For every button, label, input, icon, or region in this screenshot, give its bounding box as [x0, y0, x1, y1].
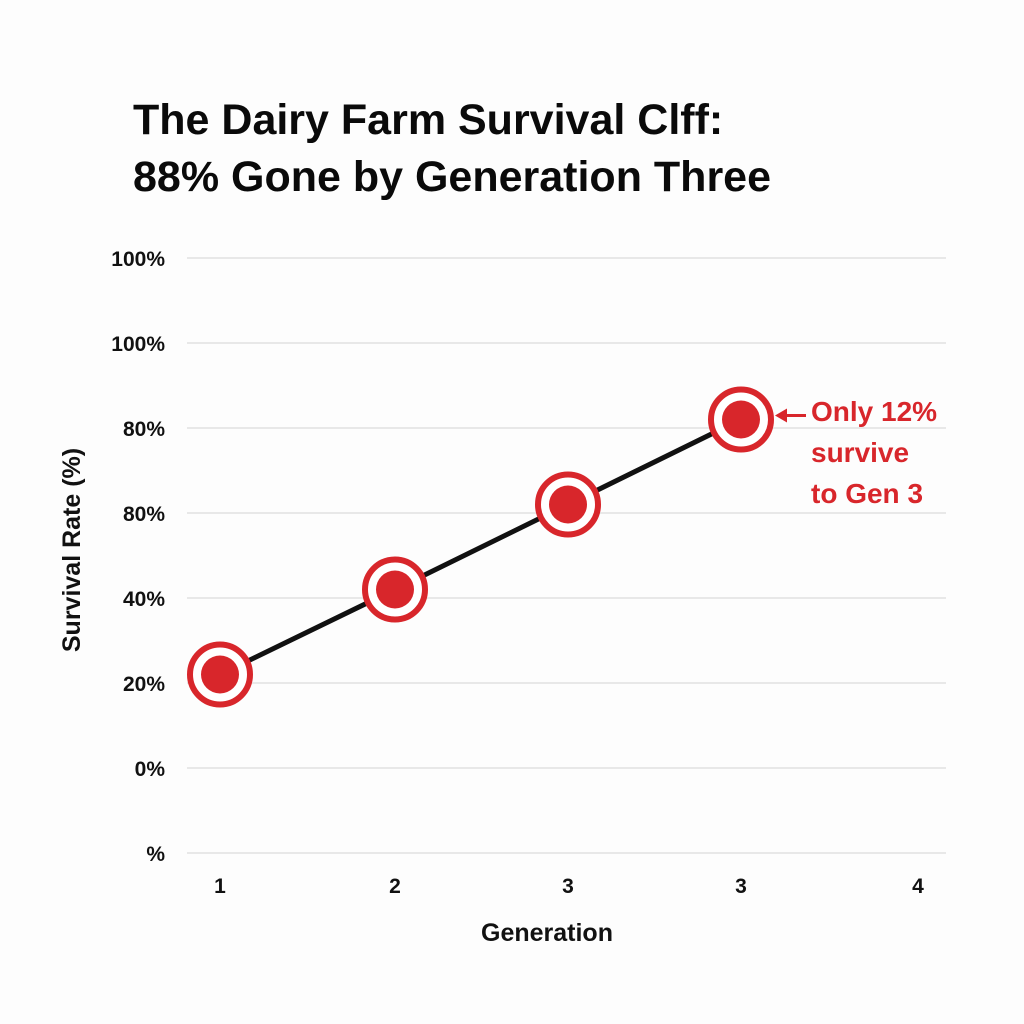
x-tick-label: 2: [389, 875, 401, 898]
annotation-text: to Gen 3: [811, 478, 923, 509]
chart-title-line-1: The Dairy Farm Survival Clff:: [133, 96, 724, 144]
x-tick-label: 1: [214, 875, 226, 898]
x-tick-label: 3: [735, 875, 747, 898]
data-point: [362, 556, 428, 623]
y-tick-label: %: [146, 843, 165, 866]
data-point: [535, 471, 601, 538]
arrowhead-icon: [775, 408, 787, 423]
data-point: [708, 386, 774, 453]
data-point-marker: [549, 485, 587, 524]
y-tick-label: 80%: [123, 418, 165, 441]
y-tick-label: 80%: [123, 503, 165, 526]
y-tick-label: 100%: [111, 333, 165, 356]
x-tick-label: 3: [562, 875, 574, 898]
x-axis-label: Generation: [481, 919, 613, 947]
annotation-text: survive: [811, 437, 909, 468]
data-point-marker: [722, 400, 760, 439]
y-tick-label: 100%: [111, 248, 165, 271]
y-axis-label: Survival Rate (%): [58, 448, 86, 652]
x-tick-label: 4: [912, 875, 924, 898]
y-tick-label: 0%: [135, 758, 166, 781]
data-point: [187, 641, 253, 708]
annotation-text: Only 12%: [811, 396, 937, 427]
y-tick-label: 20%: [123, 673, 165, 696]
data-point-marker: [201, 655, 239, 694]
chart-title-line-2: 88% Gone by Generation Three: [133, 153, 772, 201]
y-tick-label: 40%: [123, 588, 165, 611]
chart-title: The Dairy Farm Survival Clff: 88% Gone b…: [133, 92, 771, 206]
data-point-marker: [376, 570, 414, 609]
series-line: [218, 417, 743, 677]
